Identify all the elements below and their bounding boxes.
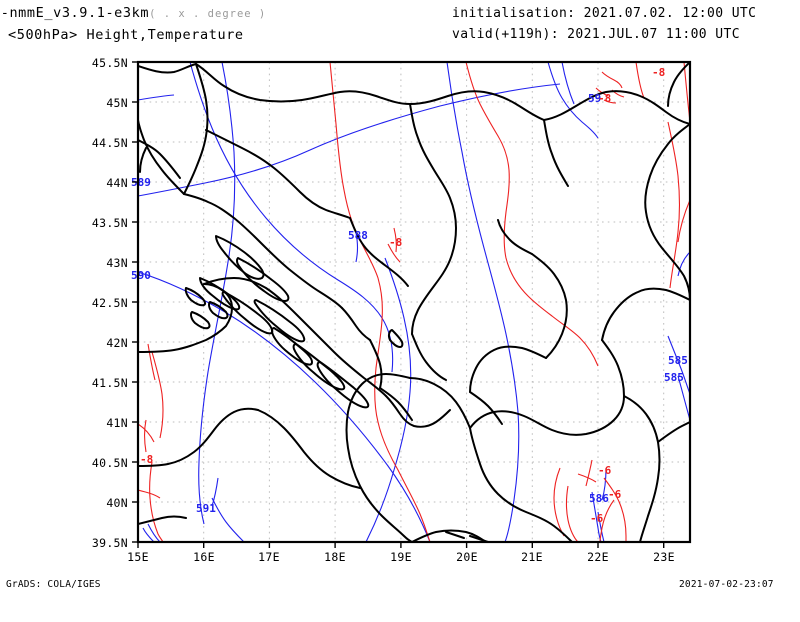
temp-label-6b: -6: [608, 488, 622, 501]
y-tick-label: 42.5N: [91, 296, 128, 310]
y-tick-label: 45N: [106, 96, 128, 110]
model-title: f-nmmE_v3.9.1-e3km( . x . degree ): [0, 5, 266, 21]
render-timestamp: 2021-07-02-23:07: [679, 579, 774, 590]
temp-label-8d: -8: [598, 92, 611, 105]
model-name: f-nmmE_v3.9.1-e3km: [0, 5, 150, 21]
field-title: <500hPa> Height,Temperature: [8, 27, 244, 43]
y-tick-label: 40.5N: [91, 456, 128, 470]
initialisation-line: initialisation: 2021.07.02. 12:00 UTC: [452, 6, 757, 21]
height-label-590: 590: [131, 269, 151, 282]
x-tick-label: 16E: [193, 550, 215, 564]
temp-label-8c: -8: [652, 66, 665, 79]
model-units: ( . x . degree ): [149, 8, 267, 20]
height-label-588: 588: [348, 229, 368, 242]
temp-label-8b: -8: [389, 236, 402, 249]
height-label-585b: 585: [664, 371, 684, 384]
x-tick-label: 18E: [324, 550, 346, 564]
x-tick-label: 17E: [258, 550, 280, 564]
temp-label-6c: -6: [590, 512, 604, 525]
height-contour-labels: 589 590 588 591 585 585 586 59: [131, 92, 688, 515]
y-tick-label: 42N: [106, 336, 128, 350]
y-tick-label: 44.5N: [91, 136, 128, 150]
y-tick-label: 41.5N: [91, 376, 128, 390]
valid-line: valid(+119h): 2021.JUL.07 11:00 UTC: [452, 27, 740, 42]
temp-label-6a: -6: [598, 464, 612, 477]
height-label-591: 591: [196, 502, 216, 515]
height-label-585a: 585: [668, 354, 688, 367]
x-tick-label: 22E: [587, 550, 609, 564]
coastlines-borders: [138, 62, 690, 542]
y-tick-label: 41N: [106, 416, 128, 430]
y-tick-label: 40N: [106, 496, 128, 510]
y-tick-label: 44N: [106, 176, 128, 190]
y-tick-label: 45.5N: [91, 56, 128, 70]
x-tick-label: 19E: [390, 550, 412, 564]
y-tick-label: 43N: [106, 256, 128, 270]
height-label-589: 589: [131, 176, 151, 189]
x-tick-label: 21E: [521, 550, 543, 564]
grads-credit: GrADS: COLA/IGES: [6, 579, 101, 590]
x-tick-label: 15E: [127, 550, 149, 564]
y-tick-label: 43.5N: [91, 216, 128, 230]
temperature-contours: [138, 62, 690, 542]
x-tick-label: 23E: [653, 550, 675, 564]
y-tick-label: 39.5N: [91, 536, 128, 550]
x-tick-label: 20E: [456, 550, 478, 564]
axis-ticks: [132, 61, 665, 548]
height-label-59: 59: [588, 92, 601, 105]
temp-label-8a: -8: [140, 453, 153, 466]
height-label-586: 586: [589, 492, 609, 505]
temperature-contour-labels: -8 -8 -8 -8 -6 -6 -6: [140, 66, 665, 525]
